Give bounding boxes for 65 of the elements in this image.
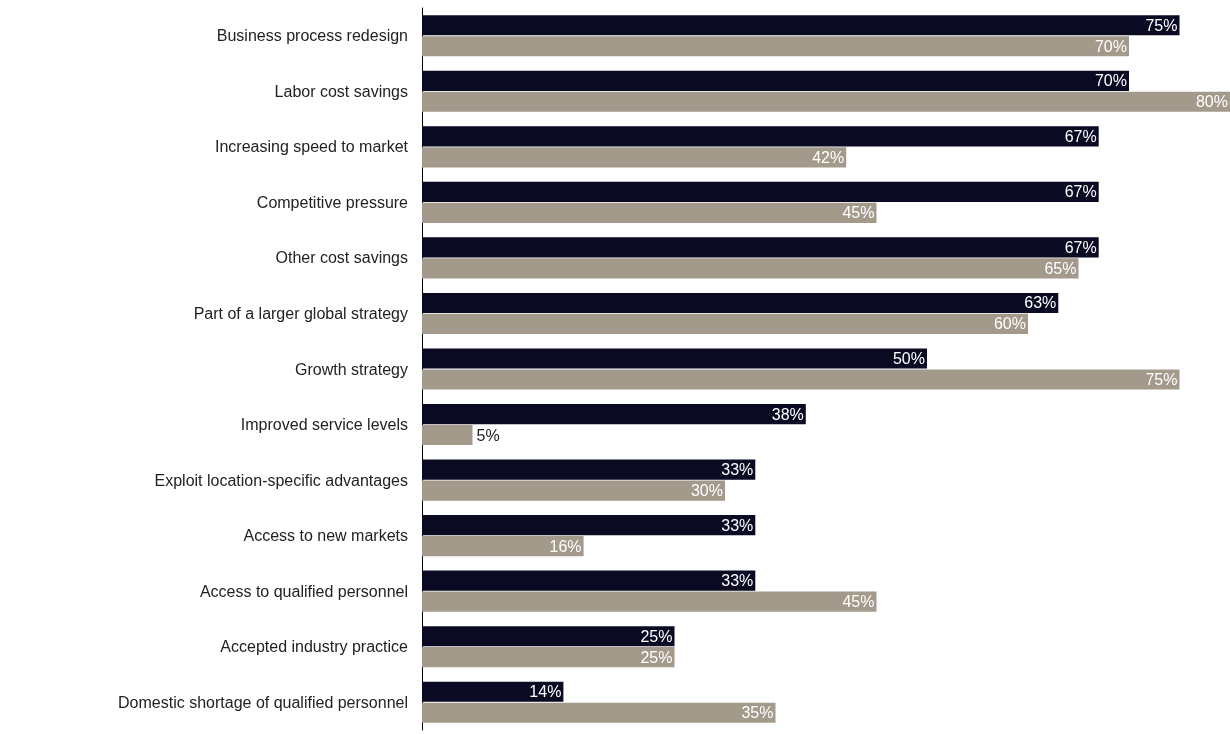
y-tick-label: Growth strategy — [295, 360, 408, 378]
data-label: 16% — [549, 537, 582, 555]
bar — [422, 681, 564, 702]
bar — [422, 91, 1230, 112]
bar — [422, 536, 584, 557]
bar — [422, 480, 725, 501]
data-label: 50% — [892, 350, 925, 368]
bar — [422, 626, 675, 647]
data-label: 33% — [721, 516, 754, 534]
bar — [422, 36, 1129, 57]
data-label: 33% — [721, 572, 754, 590]
bar — [422, 348, 927, 369]
bar — [422, 459, 756, 480]
data-label: 80% — [1195, 93, 1228, 111]
data-label: 67% — [1064, 127, 1097, 145]
bar — [422, 181, 1099, 202]
y-tick-label: Part of a larger global strategy — [193, 304, 408, 322]
data-label: 5% — [476, 426, 500, 444]
bar — [422, 591, 877, 612]
data-label: 67% — [1064, 238, 1097, 256]
data-label: 38% — [771, 405, 804, 423]
data-label: 65% — [1044, 259, 1077, 277]
y-tick-label: Other cost savings — [275, 249, 408, 267]
bar — [422, 70, 1129, 91]
data-label: 70% — [1094, 37, 1127, 55]
bar — [422, 403, 806, 425]
data-label: 45% — [842, 593, 875, 611]
data-label: 70% — [1094, 72, 1127, 90]
bar — [422, 202, 877, 223]
bar — [422, 237, 1099, 258]
bar — [422, 147, 847, 168]
bar — [422, 424, 473, 446]
data-label: 63% — [1024, 294, 1057, 312]
bar — [422, 313, 1028, 335]
y-tick-label: Domestic shortage of qualified personnel — [118, 693, 408, 711]
data-label: 67% — [1064, 183, 1097, 201]
bar — [422, 570, 756, 591]
y-tick-label: Competitive pressure — [256, 193, 409, 211]
data-label: 75% — [1145, 16, 1178, 34]
bar — [422, 126, 1099, 147]
data-label: 35% — [741, 704, 774, 722]
bar — [422, 647, 675, 668]
bar — [422, 702, 776, 723]
bar — [422, 369, 1180, 390]
y-tick-label: Access to qualified personnel — [199, 582, 408, 600]
data-label: 75% — [1145, 370, 1178, 388]
data-label: 60% — [993, 315, 1026, 333]
y-tick-label: Improved service levels — [240, 416, 408, 434]
data-label: 42% — [812, 148, 845, 166]
data-label: 25% — [640, 648, 673, 666]
y-tick-label: Increasing speed to market — [215, 138, 409, 156]
bar — [422, 15, 1180, 36]
data-label: 14% — [529, 683, 562, 701]
y-tick-label: Business process redesign — [216, 27, 408, 45]
bar — [422, 292, 1059, 314]
data-label: 25% — [640, 627, 673, 645]
y-tick-label: Access to new markets — [243, 527, 408, 545]
y-tick-label: Exploit location-specific advantages — [154, 471, 408, 489]
data-label: 33% — [721, 461, 754, 479]
y-tick-label: Accepted industry practice — [220, 638, 409, 656]
bar — [422, 515, 756, 536]
data-label: 30% — [690, 482, 723, 500]
data-label: 45% — [842, 204, 875, 222]
bar — [422, 258, 1079, 279]
y-tick-label: Labor cost savings — [274, 82, 408, 100]
